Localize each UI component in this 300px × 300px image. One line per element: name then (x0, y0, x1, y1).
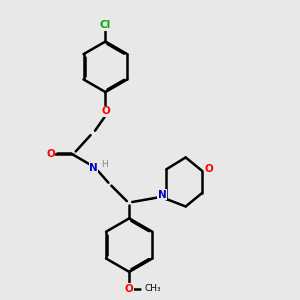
Text: N: N (158, 190, 166, 200)
Text: O: O (46, 149, 55, 160)
Text: O: O (125, 284, 134, 294)
Text: O: O (204, 164, 213, 174)
Text: N: N (89, 163, 98, 173)
Text: H: H (101, 160, 108, 169)
Text: CH₃: CH₃ (145, 284, 161, 293)
Text: O: O (101, 106, 110, 116)
Text: Cl: Cl (100, 20, 111, 30)
